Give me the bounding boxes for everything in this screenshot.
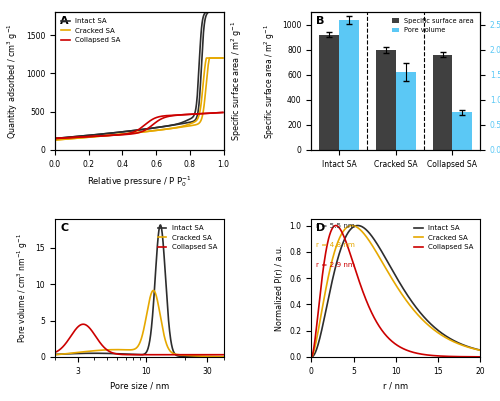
Bar bbox=[396, 72, 415, 150]
Bar bbox=[319, 34, 339, 150]
Text: D: D bbox=[316, 223, 326, 233]
Bar bbox=[432, 55, 452, 150]
Bar bbox=[452, 112, 472, 150]
Text: r = 5.5 nm: r = 5.5 nm bbox=[316, 223, 356, 229]
Y-axis label: Normalized P(r) / a.u.: Normalized P(r) / a.u. bbox=[275, 245, 284, 331]
Text: r = 2.9 nm: r = 2.9 nm bbox=[316, 262, 356, 268]
Legend: Intact SA, Cracked SA, Collapsed SA: Intact SA, Cracked SA, Collapsed SA bbox=[412, 223, 476, 253]
Legend: Specific surface area, Pore volume: Specific surface area, Pore volume bbox=[390, 15, 476, 36]
Y-axis label: Quantity adsorbed / cm$^3$ g$^{-1}$: Quantity adsorbed / cm$^3$ g$^{-1}$ bbox=[6, 23, 20, 139]
X-axis label: Pore size / nm: Pore size / nm bbox=[110, 381, 169, 390]
X-axis label: r / nm: r / nm bbox=[383, 381, 408, 390]
Y-axis label: Specific surface area / m$^2$ g$^{-1}$: Specific surface area / m$^2$ g$^{-1}$ bbox=[262, 23, 276, 139]
Bar bbox=[339, 20, 359, 150]
X-axis label: Relative pressure / P P$_0^{-1}$: Relative pressure / P P$_0^{-1}$ bbox=[87, 174, 192, 189]
Bar bbox=[376, 50, 396, 150]
Legend: Intact SA, Cracked SA, Collapsed SA: Intact SA, Cracked SA, Collapsed SA bbox=[58, 16, 124, 46]
Text: C: C bbox=[60, 223, 68, 233]
Text: r = 4.8 nm: r = 4.8 nm bbox=[316, 242, 356, 248]
Legend: Intact SA, Cracked SA, Collapsed SA: Intact SA, Cracked SA, Collapsed SA bbox=[156, 223, 220, 253]
Text: A: A bbox=[60, 16, 68, 26]
Y-axis label: Pore volume / cm$^3$ nm$^{-1}$ g$^{-1}$: Pore volume / cm$^3$ nm$^{-1}$ g$^{-1}$ bbox=[16, 233, 30, 343]
Y-axis label: Specific surface area / m$^2$ g$^{-1}$: Specific surface area / m$^2$ g$^{-1}$ bbox=[229, 20, 244, 142]
Text: B: B bbox=[316, 16, 325, 26]
